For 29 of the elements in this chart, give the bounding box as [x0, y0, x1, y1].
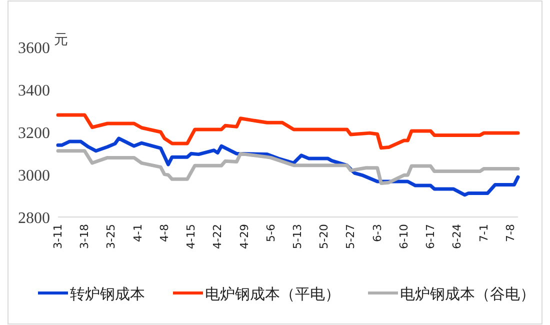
y-tick-label: 3000: [18, 168, 50, 184]
x-tick-label: 4-29: [238, 224, 251, 249]
x-tick-label: 6-17: [424, 224, 438, 249]
legend-label: 电炉钢成本（谷电）: [400, 285, 535, 303]
x-tick-label: 4-15: [184, 224, 198, 249]
x-tick-label: 5-13: [291, 224, 304, 249]
y-tick-label: 3600: [18, 40, 50, 57]
x-tick-label: 6-10: [397, 224, 410, 249]
x-tick-label: 5-6: [264, 224, 278, 242]
x-tick-label: 5-20: [318, 224, 331, 249]
x-tick-label: 6-24: [450, 224, 464, 249]
line-series: [56, 149, 520, 185]
x-tick-label: 4-8: [158, 224, 171, 242]
x-tick-label: 7-8: [504, 224, 517, 242]
legend-label: 转炉钢成本: [70, 285, 145, 303]
x-tick-label: 3-18: [78, 224, 92, 249]
x-tick-label: 5-27: [344, 224, 358, 249]
line-series: [56, 113, 520, 150]
y-axis-title: 元: [54, 32, 68, 48]
x-tick-label: 6-3: [370, 224, 384, 242]
x-tick-label: 3-25: [104, 224, 118, 249]
y-tick-label: 3400: [18, 82, 50, 100]
legend-label: 电炉钢成本（平电）: [205, 285, 340, 303]
x-tick-label: 7-1: [477, 224, 490, 242]
y-tick-label: 3200: [18, 125, 50, 142]
x-tick-label: 3-11: [52, 224, 64, 249]
x-tick-label: 4-22: [211, 224, 224, 249]
x-tick-label: 4-1: [131, 224, 144, 242]
y-tick-label: 2800: [18, 210, 50, 227]
